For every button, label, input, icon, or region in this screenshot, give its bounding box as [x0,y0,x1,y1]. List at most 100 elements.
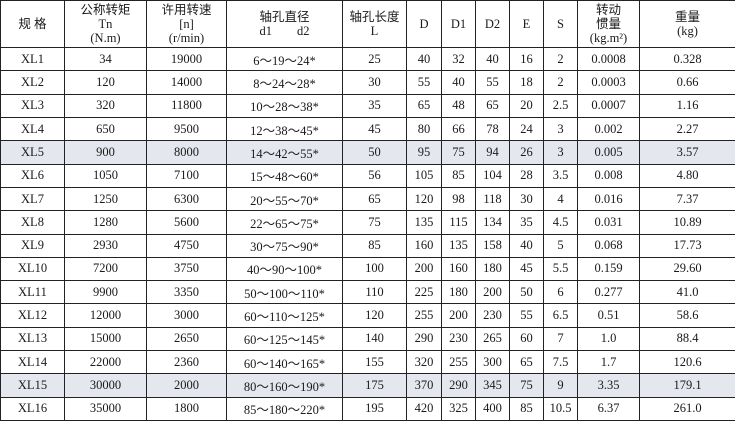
cell-weight: 88.4 [639,326,735,352]
cell-inertia: 6.37 [577,396,640,421]
cell-d1: 160 [441,256,476,282]
table-row: XL16 35000 1800 85～180～220* 195 420 325 400 85 10… [0,396,735,421]
cell-inertia: 0.008 [577,163,640,188]
cell-speed: 11800 [146,93,227,118]
cell-e: 28 [509,163,544,188]
header-line: (kg) [677,24,698,38]
cell-d2: 265 [475,326,510,352]
cell-bore-diameter: 85～180～220* [226,396,343,421]
cell-bore-length: 75 [342,210,407,235]
cell-torque: 120 [64,70,147,95]
header-d: D [406,0,442,48]
header-line: (N.m) [90,31,121,45]
cell-weight: 29.60 [639,256,735,282]
cell-speed: 2000 [146,373,227,398]
table-row: XL6 1050 7100 15～48～60* 56 105 85 104 28 3.5 0.008… [0,163,735,188]
cell-d: 135 [406,210,442,235]
header-line: 轴孔直径 [259,10,310,24]
cell-bore-diameter: 12～38～45* [226,116,343,142]
cell-bore-diameter: 15～48～60* [226,163,343,188]
cell-torque: 1050 [64,163,147,188]
cell-e: 16 [509,46,544,72]
cell-bore-diameter: 30～75～90* [226,233,343,258]
cell-d: 120 [406,186,442,212]
cell-speed: 4750 [146,233,227,258]
header-s: S [543,0,578,48]
cell-weight: 0.328 [639,46,735,72]
cell-inertia: 1.0 [577,326,640,352]
cell-d: 370 [406,373,442,398]
cell-e: 55 [509,303,544,328]
cell-bore-length: 35 [342,93,407,118]
cell-e: 85 [509,396,544,421]
cell-d2: 345 [475,373,510,398]
cell-s: 7 [543,326,578,352]
cell-d2: 180 [475,256,510,282]
header-speed: 许用转速 [n] (r/min) [146,0,227,48]
cell-d: 105 [406,163,442,188]
header-line: S [557,17,564,31]
cell-torque: 15000 [64,326,147,352]
cell-spec: XL4 [0,116,65,142]
cell-bore-length: 155 [342,350,407,375]
header-line: E [522,17,531,31]
cell-inertia: 0.159 [577,256,640,282]
cell-spec: XL13 [0,326,65,352]
header-line: [n] [179,17,194,31]
cell-d1: 290 [441,373,476,398]
cell-d1: 135 [441,233,476,258]
cell-d: 320 [406,350,442,375]
cell-bore-diameter: 14～42～55* [226,140,343,165]
cell-bore-length: 30 [342,70,407,95]
cell-d2: 65 [475,93,510,118]
cell-speed: 19000 [146,46,227,72]
cell-e: 50 [509,280,544,305]
cell-s: 4 [543,186,578,212]
cell-s: 5 [543,233,578,258]
cell-d2: 200 [475,280,510,305]
cell-speed: 7100 [146,163,227,188]
cell-speed: 2360 [146,350,227,375]
header-line: (r/min) [168,31,205,45]
header-line: 规 格 [18,17,47,31]
cell-spec: XL14 [0,350,65,375]
cell-bore-length: 25 [342,46,407,72]
cell-d: 225 [406,280,442,305]
cell-torque: 30000 [64,373,147,398]
cell-speed: 5600 [146,210,227,235]
cell-speed: 9500 [146,116,227,142]
cell-d2: 134 [475,210,510,235]
table-row: XL4 650 9500 12～38～45* 45 80 66 78 24 3 0.002 2.27 [0,116,735,142]
header-line: D1 [450,17,467,31]
cell-spec: XL12 [0,303,65,328]
cell-s: 6.5 [543,303,578,328]
cell-bore-length: 195 [342,396,407,421]
table-row: XL14 22000 2360 60～140～165* 155 320 255 300 65 7.… [0,350,735,375]
cell-bore-diameter: 22～65～75* [226,210,343,235]
header-bore-length: 轴孔长度 L [342,0,407,48]
table-row: XL13 15000 2650 60～125～145* 140 290 230 265 60 7 1… [0,326,735,352]
header-spec: 规 格 [0,0,65,48]
cell-inertia: 0.016 [577,186,640,212]
cell-s: 3 [543,116,578,142]
cell-spec: XL8 [0,210,65,235]
cell-weight: 17.73 [639,233,735,258]
cell-speed: 6300 [146,186,227,212]
table-row: XL1 34 19000 6～19～24* 25 40 32 40 16 2 0.0008 0.328 [0,46,735,72]
cell-e: 40 [509,233,544,258]
cell-speed: 2650 [146,326,227,352]
cell-d: 55 [406,70,442,95]
header-d1: D1 [441,0,476,48]
cell-d1: 325 [441,396,476,421]
table-row: XL9 2930 4750 30～75～90* 85 160 135 158 40 5 0.068 1… [0,233,735,258]
cell-bore-length: 110 [342,280,407,305]
cell-s: 2.5 [543,93,578,118]
cell-torque: 22000 [64,350,147,375]
cell-torque: 650 [64,116,147,142]
cell-inertia: 0.005 [577,140,640,165]
cell-bore-diameter: 60～110～125* [226,303,343,328]
cell-e: 18 [509,70,544,95]
cell-inertia: 0.068 [577,233,640,258]
header-line: 重量 [674,10,700,24]
